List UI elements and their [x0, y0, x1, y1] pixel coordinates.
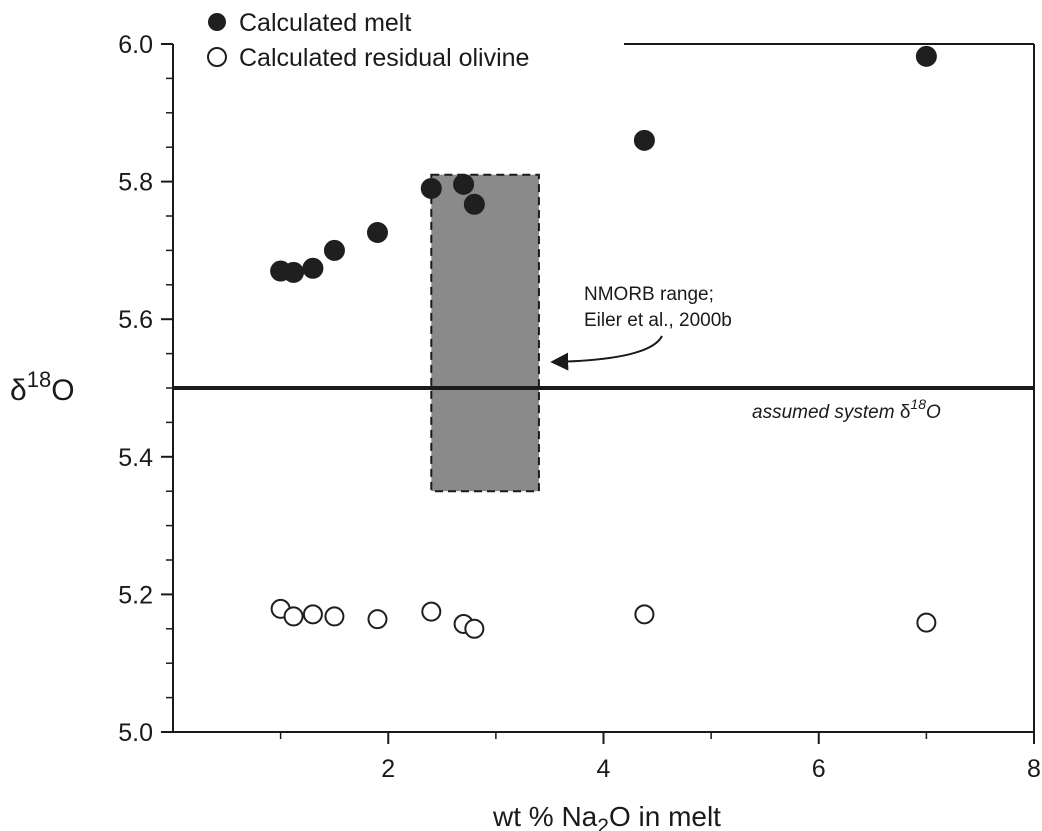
- x-axis-title: wt % Na2O in melt: [492, 801, 721, 831]
- olivine-point: [916, 612, 937, 633]
- olivine-point: [421, 601, 442, 622]
- y-axis-title: δ18O: [10, 367, 75, 407]
- x-tick-label: 8: [1027, 755, 1041, 783]
- legend-marker-melt: [208, 13, 226, 31]
- olivine-point: [324, 606, 345, 627]
- melt-point: [453, 173, 475, 195]
- legend-label-melt: Calculated melt: [239, 9, 411, 37]
- melt-point: [283, 261, 305, 283]
- olivine-point: [367, 609, 388, 630]
- y-tick-label: 5.2: [118, 581, 153, 609]
- y-tick-label: 5.6: [118, 306, 153, 334]
- y-tick-label: 5.4: [118, 444, 153, 472]
- legend-marker-olivine: [207, 47, 227, 67]
- melt-point: [915, 45, 937, 67]
- annotation-arrow: [550, 335, 663, 371]
- melt-point: [366, 222, 388, 244]
- melt-point: [420, 177, 442, 199]
- olivine-point: [464, 618, 485, 639]
- melt-point: [633, 129, 655, 151]
- melt-point: [463, 193, 485, 215]
- x-tick-label: 2: [381, 755, 395, 783]
- olivine-point: [634, 604, 655, 625]
- legend-label-olivine: Calculated residual olivine: [239, 44, 529, 72]
- data-points: [270, 45, 937, 639]
- melt-point: [302, 257, 324, 279]
- x-tick-label: 4: [597, 755, 611, 783]
- y-tick-label: 5.8: [118, 169, 153, 197]
- olivine-point: [283, 606, 304, 627]
- x-ticks: 2 4 6 8: [279, 732, 1041, 783]
- legend: Calculated melt Calculated residual oliv…: [207, 9, 529, 72]
- melt-point: [323, 239, 345, 261]
- nmorb-annotation-line-1: NMORB range;: [584, 284, 714, 305]
- olivine-point: [302, 604, 323, 625]
- nmorb-annotation-line-2: Eiler et al., 2000b: [584, 310, 732, 331]
- x-tick-label: 6: [812, 755, 826, 783]
- y-tick-label: 6.0: [118, 31, 153, 59]
- nmorb-range-box: [430, 173, 540, 493]
- reference-line-label: assumed system δ18O: [752, 396, 941, 423]
- y-ticks: 5.0 5.2 5.4 5.6 5.8 6.0: [118, 31, 173, 747]
- y-tick-label: 5.0: [118, 719, 153, 747]
